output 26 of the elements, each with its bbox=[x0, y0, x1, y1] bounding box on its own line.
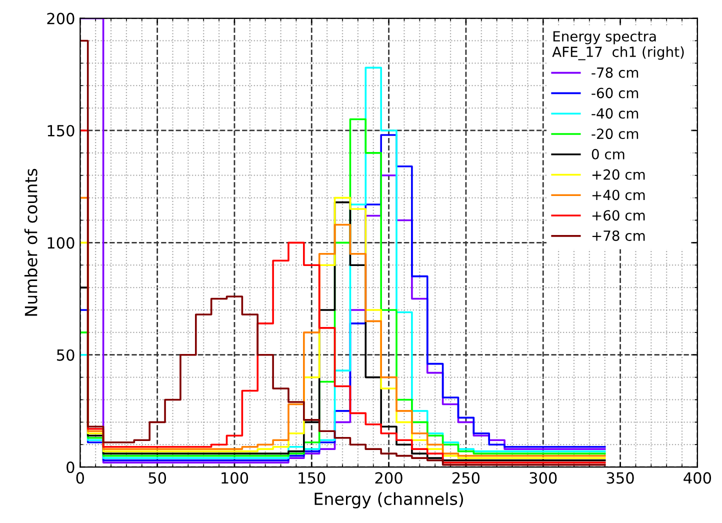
legend-label: +40 cm bbox=[592, 190, 645, 200]
legend-label: -20 cm bbox=[592, 128, 638, 140]
x-tick-label: 150 bbox=[298, 472, 326, 484]
x-tick-label: 0 bbox=[76, 472, 84, 484]
legend-label: 0 cm bbox=[592, 148, 624, 160]
x-tick-label: 350 bbox=[606, 472, 634, 484]
y-tick-label: 0 bbox=[66, 462, 74, 474]
y-tick-label: 100 bbox=[48, 237, 74, 249]
legend-label: +20 cm bbox=[592, 169, 645, 180]
y-axis-title: Number of counts bbox=[24, 168, 38, 316]
y-tick-label: 50 bbox=[57, 349, 74, 361]
x-tick-label: 300 bbox=[530, 472, 557, 484]
y-tick-label: 200 bbox=[47, 12, 74, 24]
x-tick-label: 200 bbox=[375, 472, 402, 484]
x-tick-label: 250 bbox=[452, 472, 480, 484]
legend-label: +60 cm bbox=[592, 210, 645, 221]
legend-title: Energy spectra AFE_17 ch1 (right) bbox=[552, 31, 684, 60]
legend-label: -40 cm bbox=[592, 108, 638, 119]
x-axis-title: Energy (channels) bbox=[314, 492, 464, 508]
x-tick-label: 400 bbox=[684, 472, 712, 484]
x-tick-label: 50 bbox=[148, 472, 166, 484]
legend-label: -78 cm bbox=[592, 67, 638, 78]
x-tick-label: 100 bbox=[222, 472, 248, 484]
y-tick-label: 150 bbox=[48, 124, 74, 137]
legend-label: -60 cm bbox=[592, 88, 638, 98]
legend-label: +78 cm bbox=[592, 230, 645, 241]
